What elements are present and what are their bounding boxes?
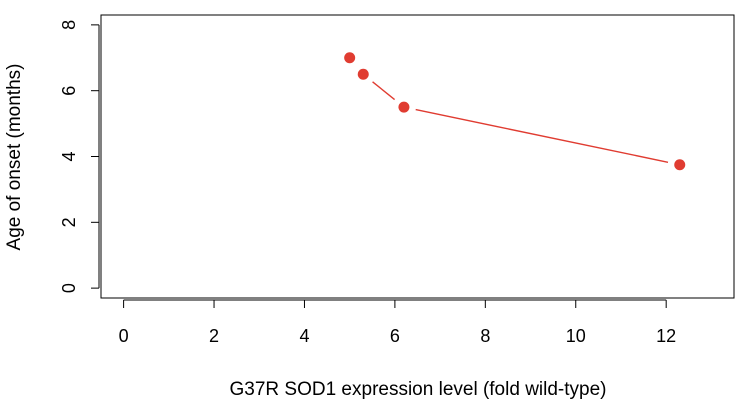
y-axis: 0 2 4 6 8 <box>59 20 100 293</box>
series-layer <box>344 52 686 171</box>
data-point <box>357 68 369 80</box>
x-tick-label: 4 <box>299 326 309 346</box>
data-point <box>398 101 410 113</box>
x-tick-label: 2 <box>209 326 219 346</box>
y-tick-label: 4 <box>59 151 79 161</box>
x-tick-label: 10 <box>566 326 586 346</box>
y-tick-label: 8 <box>59 20 79 30</box>
series-line-segment <box>415 108 669 163</box>
y-tick-label: 2 <box>59 217 79 227</box>
x-tick-label: 12 <box>656 326 676 346</box>
x-tick-label: 0 <box>119 326 129 346</box>
x-axis: 0 2 4 6 8 10 12 <box>119 299 676 346</box>
y-axis-label: Age of onset (months) <box>4 64 25 251</box>
data-point <box>344 52 356 64</box>
x-tick-label: 8 <box>480 326 490 346</box>
plot-area <box>100 14 735 299</box>
y-tick-label: 0 <box>59 283 79 293</box>
y-tick-label: 6 <box>59 86 79 96</box>
x-axis-label: G37R SOD1 expression level (fold wild-ty… <box>230 379 607 400</box>
data-point <box>674 159 686 171</box>
series-line-segment <box>372 81 396 101</box>
x-tick-label: 6 <box>390 326 400 346</box>
